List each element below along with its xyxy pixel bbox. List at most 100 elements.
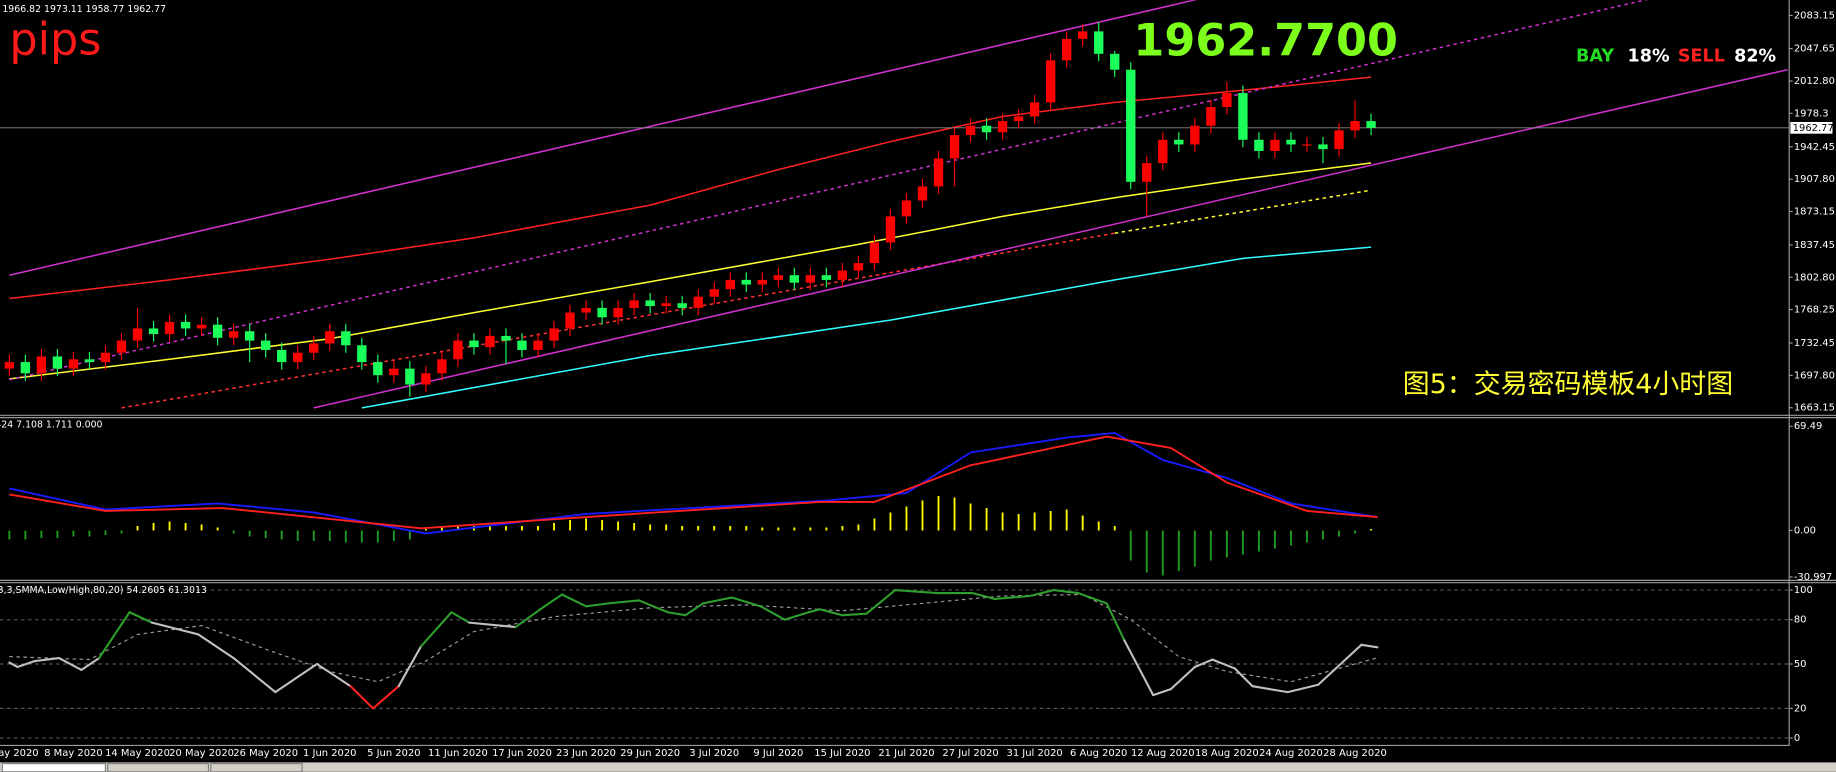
candle-body	[629, 300, 639, 308]
candle-body	[725, 279, 735, 290]
candle-body	[965, 125, 976, 136]
x-tick-label: 14 May 2020	[105, 748, 170, 759]
stochastic-segment	[397, 645, 423, 688]
y-tick-label: 0	[1794, 733, 1800, 744]
y-tick-label: 69.49	[1794, 421, 1822, 432]
stochastic-segment	[33, 657, 61, 663]
stochastic-segment	[841, 612, 868, 617]
sell-percent: 82%	[1734, 46, 1776, 66]
y-tick-label: 2012.80	[1794, 76, 1835, 87]
x-tick-label: 1 Jun 2020	[303, 748, 356, 759]
tab[interactable]	[107, 763, 210, 772]
stochastic-segment	[1028, 589, 1055, 598]
stochastic-segment	[684, 602, 705, 617]
candle-body	[196, 324, 207, 329]
candle-body	[1318, 144, 1328, 150]
candle-body	[661, 303, 671, 307]
candle-body	[84, 359, 95, 363]
stochastic-segment	[1211, 658, 1236, 670]
oscillator-line	[9, 435, 1378, 530]
candle-body	[1286, 139, 1296, 145]
candle-body	[869, 242, 880, 264]
candle-body	[1013, 116, 1024, 122]
x-tick-label: 8 May 2020	[44, 748, 102, 759]
candle-body	[20, 362, 31, 374]
stochastic-segment	[818, 608, 844, 617]
x-tick-label: 2 May 2020	[0, 748, 39, 759]
candle-body	[405, 368, 415, 385]
tab[interactable]	[1, 763, 106, 772]
stochastic-segment	[16, 660, 37, 669]
stochastic-segment	[560, 593, 588, 608]
stochastic-segment	[1052, 589, 1079, 595]
stochastic-segment	[1076, 591, 1108, 605]
candle-body	[981, 125, 992, 133]
y-tick-label: 1697.80	[1794, 370, 1835, 381]
stochastic-segment	[701, 596, 733, 605]
x-tick-label: 31 Jul 2020	[1007, 748, 1063, 759]
candle-body	[837, 270, 848, 280]
y-tick-label: 1942.45	[1794, 142, 1835, 153]
x-tick-label: 12 Aug 2020	[1131, 748, 1195, 759]
stochastic-segment	[971, 591, 996, 601]
candle-body	[1045, 60, 1056, 103]
x-tick-label: 5 Jun 2020	[367, 748, 420, 759]
y-tick-label: 20	[1794, 703, 1807, 714]
x-tick-label: 15 Jul 2020	[814, 748, 870, 759]
y-tick-label: 1732.45	[1794, 338, 1835, 349]
price-panel	[0, 0, 1790, 409]
stochastic-segment	[543, 593, 564, 608]
candle-body	[4, 362, 15, 369]
candle-body	[132, 328, 143, 341]
tab[interactable]	[210, 763, 303, 772]
pips-label: pips	[9, 14, 101, 65]
candle-body	[373, 362, 383, 376]
candle-body	[1126, 69, 1136, 182]
sell-label: SELL	[1678, 46, 1725, 66]
candle-body	[1334, 130, 1344, 150]
candle-body	[469, 340, 479, 348]
candle-body	[228, 331, 239, 338]
y-tick-label: 1802.80	[1794, 272, 1835, 283]
overlay-line	[9, 76, 1372, 300]
stochastic-segment	[783, 611, 810, 621]
candle-body	[533, 340, 543, 350]
overlay-line	[313, 68, 1788, 409]
candle-body	[1110, 53, 1120, 70]
candle-body	[645, 300, 655, 307]
x-tick-label: 28 Aug 2020	[1323, 748, 1387, 759]
stochastic-segment	[371, 685, 400, 710]
x-tick-label: 29 Jun 2020	[620, 748, 680, 759]
stochastic-segment	[57, 657, 83, 671]
candle-body	[757, 279, 767, 285]
candle-body	[1094, 31, 1104, 54]
stochastic-segment	[1317, 657, 1349, 686]
candle-body	[597, 307, 607, 318]
stochastic-segment	[349, 685, 375, 710]
candle-body	[805, 275, 816, 283]
y-tick-label: 1768.25	[1794, 305, 1835, 316]
candle-body	[1238, 93, 1248, 140]
stochastic-segment	[607, 599, 641, 605]
candle-body	[1142, 163, 1152, 182]
candle-body	[52, 356, 63, 369]
price-display: 1962.7700	[1133, 16, 1398, 67]
candle-body	[613, 307, 623, 318]
x-tick-label: 11 Jun 2020	[428, 748, 488, 759]
y-tick-label: 80	[1794, 615, 1807, 626]
candle-body	[485, 335, 495, 348]
stochastic-segment	[585, 602, 610, 608]
candle-body	[148, 328, 159, 335]
candle-body	[501, 335, 511, 341]
tab-strip	[0, 762, 1836, 772]
candle-body	[389, 368, 399, 376]
current-price-box	[1790, 121, 1833, 134]
candle-body	[357, 345, 367, 363]
candle-body	[1158, 139, 1168, 164]
candle-body	[1206, 107, 1216, 126]
stochastic-segment	[1169, 665, 1196, 691]
stochastic-segment	[865, 589, 897, 615]
